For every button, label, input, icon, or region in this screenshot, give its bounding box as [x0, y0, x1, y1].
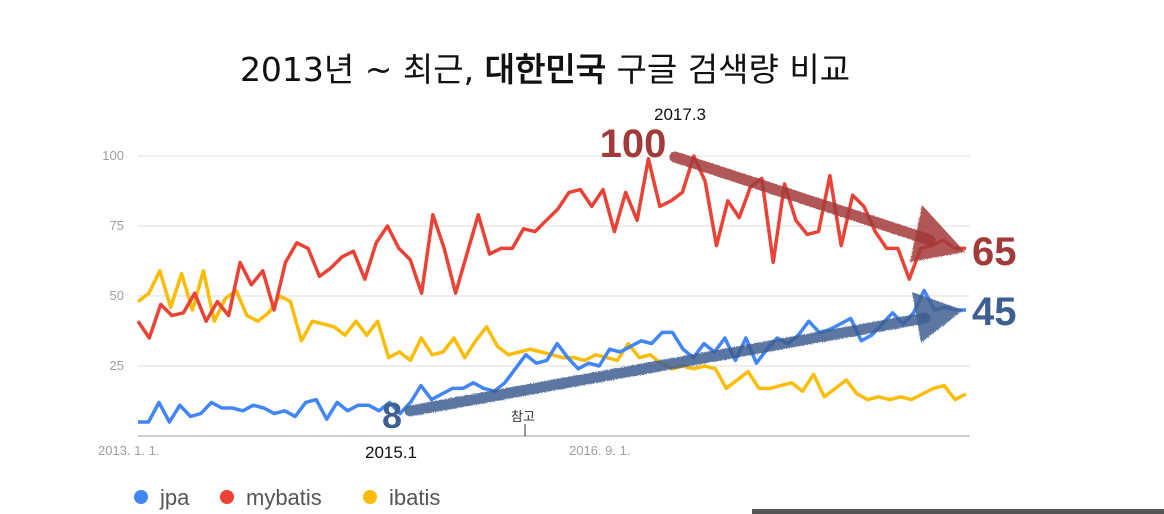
y-axis: 100 75 50 25	[102, 148, 124, 373]
legend-item-jpa: jpa	[134, 485, 190, 510]
x-tick-label: 2013. 1. 1.	[98, 443, 159, 458]
title-suffix: 구글 검색량 비교	[606, 50, 850, 89]
mybatis-trend-arrow	[669, 151, 965, 262]
legend-label-ibatis: ibatis	[389, 485, 440, 510]
jpa-trend-arrow	[404, 292, 963, 417]
jpa-start-date-label: 2015.1	[365, 443, 417, 462]
jpa-end-label: 45	[972, 290, 1017, 334]
jpa-start-label: 8	[382, 395, 402, 436]
peak-value-label: 100	[600, 122, 667, 166]
title-prefix: 2013년 ~ 최근,	[240, 50, 485, 89]
reference-label: 참고	[511, 409, 535, 424]
y-tick-label: 50	[110, 288, 124, 303]
bottom-decor-bar	[752, 509, 1164, 514]
legend-item-mybatis: mybatis	[220, 485, 322, 510]
legend: jpa mybatis ibatis	[134, 485, 440, 510]
legend-marker-ibatis	[363, 490, 377, 504]
x-axis: 2013. 1. 1. 2016. 9. 1.	[98, 443, 630, 458]
legend-label-mybatis: mybatis	[246, 485, 322, 510]
reference-marker: 참고	[511, 409, 535, 436]
title-bold: 대한민국	[485, 50, 606, 89]
x-tick-label: 2016. 9. 1.	[569, 443, 630, 458]
legend-marker-mybatis	[220, 490, 234, 504]
chart-title: 2013년 ~ 최근, 대한민국 구글 검색량 비교	[240, 50, 850, 89]
legend-marker-jpa	[134, 490, 148, 504]
peak-date-label: 2017.3	[654, 105, 706, 124]
y-tick-label: 100	[102, 148, 124, 163]
series-line-mybatis	[136, 154, 966, 340]
y-tick-label: 25	[110, 358, 124, 373]
legend-label-jpa: jpa	[159, 485, 190, 510]
y-tick-label: 75	[110, 218, 124, 233]
mybatis-end-label: 65	[972, 230, 1017, 274]
legend-item-ibatis: ibatis	[363, 485, 440, 510]
